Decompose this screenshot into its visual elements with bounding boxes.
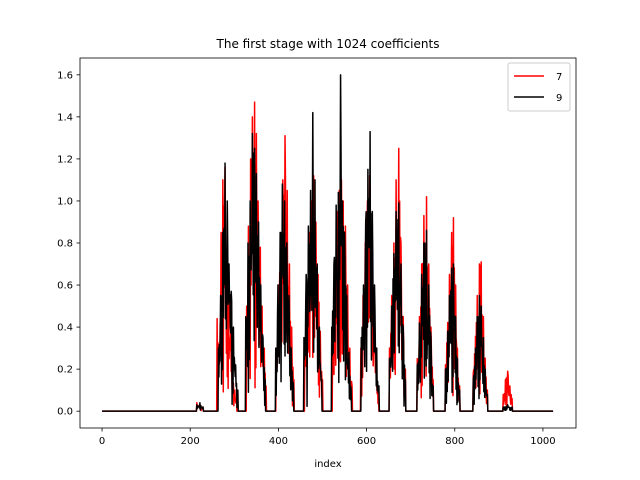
y-tick-label: 0.6 — [57, 281, 73, 292]
x-tick-label: 800 — [445, 436, 464, 447]
plot-background — [80, 58, 576, 428]
y-tick-label: 1.2 — [57, 154, 73, 165]
y-tick-label: 1.0 — [57, 196, 73, 207]
x-tick-label: 0 — [99, 436, 105, 447]
x-tick-label: 1000 — [530, 436, 555, 447]
y-tick-label: 0.0 — [57, 407, 73, 418]
y-tick-label: 1.6 — [57, 70, 73, 81]
series-line-2 — [101, 74, 554, 412]
x-tick-label: 200 — [181, 436, 200, 447]
legend: 7 9 — [507, 62, 571, 112]
y-axis: 0.0 0.2 0.4 0.6 0.8 1.0 1.2 1.4 1.6 — [57, 70, 80, 418]
x-axis-label: index — [314, 459, 341, 470]
y-tick-label: 0.4 — [57, 323, 73, 334]
legend-label-series-1: 7 — [556, 72, 562, 83]
y-tick-label: 0.8 — [57, 239, 73, 250]
legend-box — [507, 62, 571, 112]
plot-area — [79, 57, 577, 429]
legend-label-series-2: 9 — [556, 93, 562, 104]
y-tick-label: 1.4 — [57, 112, 73, 123]
x-axis: 0 200 400 600 800 1000 — [99, 428, 556, 447]
chart-title: The first stage with 1024 coefficients — [216, 37, 440, 51]
series-layer — [101, 74, 554, 412]
x-tick-label: 600 — [357, 436, 376, 447]
y-tick-label: 0.2 — [57, 365, 73, 376]
x-tick-label: 400 — [269, 436, 288, 447]
